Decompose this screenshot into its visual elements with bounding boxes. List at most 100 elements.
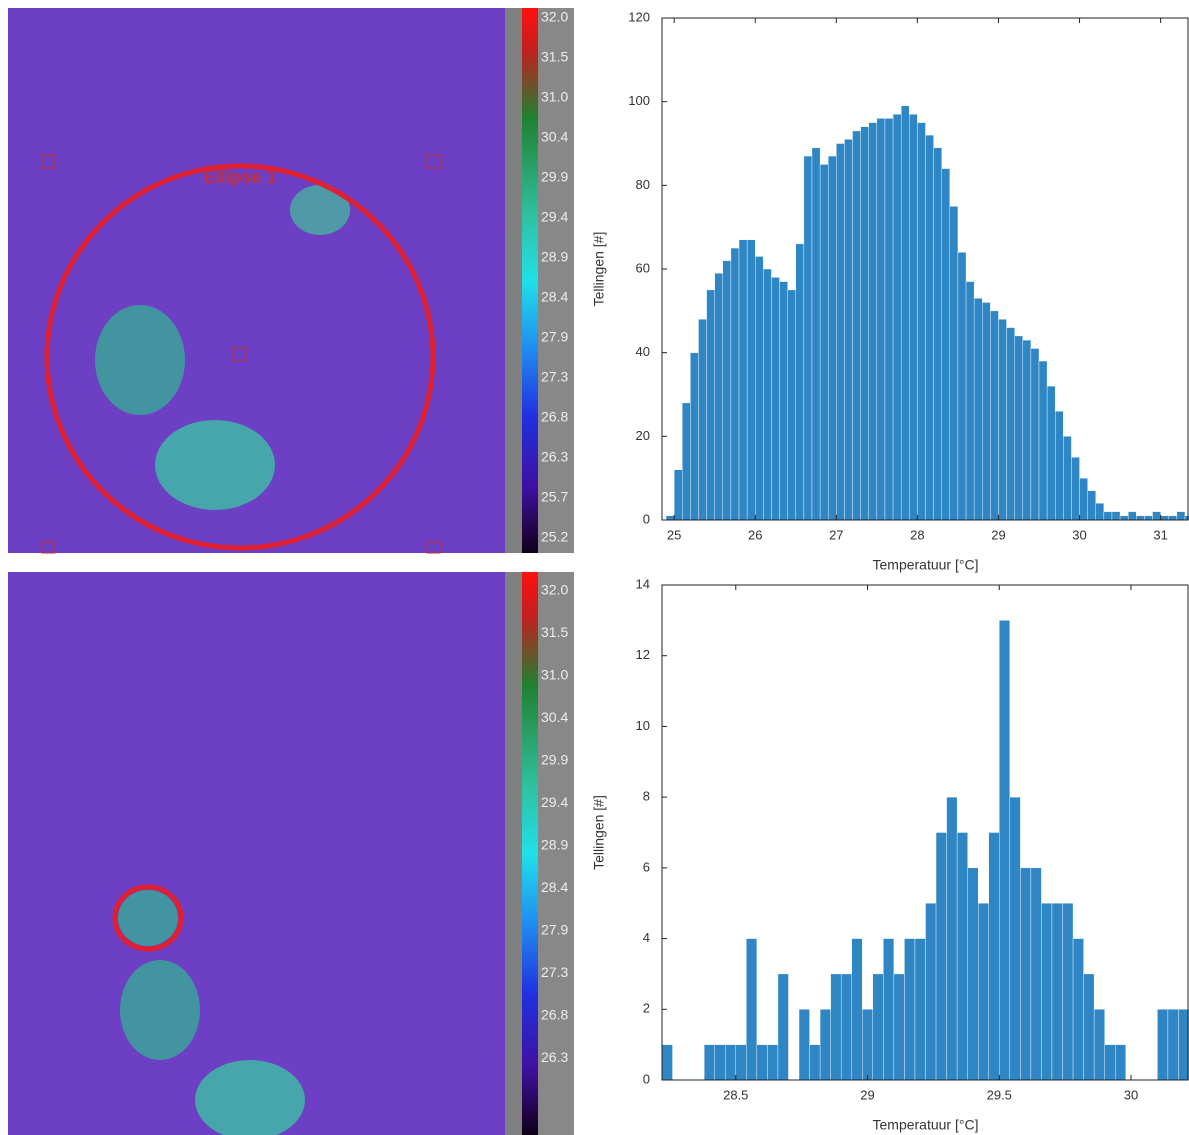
bar — [756, 1044, 768, 1080]
bar — [1038, 360, 1048, 520]
colorbar-labels: 32.0 31.5 31.0 30.4 29.9 29.4 28.9 28.4 27.9 27.3… — [541, 9, 568, 545]
roi-label: Ellipse 1 — [203, 167, 276, 187]
colorbar-tick-label: 32.0 — [541, 9, 568, 25]
leaf — [95, 305, 185, 415]
y-tick-label: 60 — [636, 260, 650, 275]
bar — [1168, 515, 1178, 520]
bar — [662, 1044, 673, 1080]
y-tick-label: 100 — [628, 93, 650, 108]
bar — [917, 122, 926, 520]
bar — [860, 126, 869, 520]
bar — [714, 272, 724, 520]
y-tick-label: 80 — [636, 177, 650, 192]
colorbar-label-area — [538, 8, 574, 553]
bar — [746, 938, 758, 1080]
colorbar-tick-label: 30.4 — [541, 129, 568, 145]
colorbar-frame — [505, 572, 522, 1135]
bar — [811, 147, 821, 520]
x-tick-label: 28 — [910, 527, 924, 542]
y-tick-label: 4 — [643, 930, 650, 945]
bar — [1119, 515, 1129, 520]
bar — [738, 239, 748, 520]
bar — [998, 319, 1007, 520]
bar — [1009, 796, 1021, 1080]
bar — [1079, 477, 1088, 520]
x-tick-label: 28.5 — [723, 1087, 748, 1102]
x-tick-label: 29 — [860, 1087, 874, 1102]
plot-area — [662, 620, 1189, 1080]
bar — [1014, 335, 1023, 520]
x-axis-label: Temperatuur [°C] — [873, 1117, 979, 1133]
colorbar-tick-label: 26.8 — [541, 409, 568, 425]
bar — [698, 319, 707, 520]
y-tick-label: 14 — [636, 576, 650, 591]
bar — [690, 352, 699, 520]
bar — [1093, 1009, 1105, 1080]
histogram-chart: 25 26 27 28 29 30 31 0 20 40 60 80 100 120 Temperatuur… — [591, 9, 1189, 573]
bar — [957, 252, 967, 520]
colorbar-tick-label: 28.9 — [541, 837, 568, 853]
bar — [990, 310, 999, 520]
bar — [900, 105, 910, 520]
roi-ellipse[interactable] — [112, 884, 184, 952]
colorbar-tick-label: 31.5 — [541, 49, 568, 65]
bar — [1022, 339, 1032, 520]
roi-handle — [426, 541, 441, 554]
histogram-chart: 28.5 29 29.5 30 0 2 4 6 8 10 12 14 Temperatuur [°C] T… — [591, 576, 1189, 1133]
bar — [1095, 503, 1105, 520]
y-tick-label: 0 — [643, 511, 650, 526]
bar — [1030, 348, 1040, 520]
colorbar-tick-label: 32.0 — [541, 582, 568, 598]
bar — [730, 247, 740, 520]
bar — [1006, 327, 1015, 520]
colorbar — [522, 572, 538, 1135]
colorbar-tick-label: 25.7 — [541, 489, 568, 505]
bar — [925, 903, 937, 1080]
bar — [892, 114, 902, 520]
bar — [771, 277, 780, 520]
bar — [1051, 903, 1063, 1080]
colorbar-tick-label: 28.4 — [541, 879, 568, 895]
bar — [978, 903, 989, 1080]
bar — [1072, 938, 1084, 1080]
bar — [819, 164, 829, 520]
bar — [999, 620, 1011, 1080]
bar — [852, 130, 861, 520]
bar — [706, 289, 715, 520]
bar — [893, 973, 905, 1080]
bar — [1046, 385, 1056, 520]
leaf — [195, 1060, 305, 1135]
bar — [779, 281, 788, 520]
y-tick-label: 12 — [636, 647, 650, 662]
colorbar-tick-label: 29.4 — [541, 209, 568, 225]
colorbar-tick-label: 30.4 — [541, 709, 568, 725]
x-tick-label: 30 — [1072, 527, 1086, 542]
roi-handle — [426, 154, 441, 169]
thermal-image-2: 32.0 31.5 31.0 30.4 29.9 29.4 28.9 28.4 27.9 27.3… — [8, 572, 574, 1135]
bar — [722, 260, 732, 520]
bar — [935, 832, 947, 1080]
leaf — [120, 960, 200, 1060]
bar — [909, 114, 918, 520]
bar — [876, 118, 886, 520]
colorbar-tick-label: 27.3 — [541, 964, 568, 980]
bar — [1087, 490, 1096, 520]
bar — [884, 118, 894, 520]
bar — [777, 973, 789, 1080]
bar — [830, 973, 842, 1080]
thermal-texture — [8, 572, 505, 1135]
colorbar-tick-label: 29.9 — [541, 752, 568, 768]
colorbar-tick-label: 26.3 — [541, 1049, 568, 1065]
y-tick-label: 6 — [643, 859, 650, 874]
y-tick-label: 120 — [628, 9, 650, 24]
roi-ellipse[interactable] — [44, 163, 436, 551]
bar — [798, 1009, 810, 1080]
bar — [819, 1009, 831, 1080]
bar — [809, 1044, 821, 1080]
bar — [665, 515, 675, 520]
y-tick-label: 2 — [643, 1001, 650, 1016]
leaf — [118, 890, 178, 946]
bar — [965, 281, 975, 520]
bar — [714, 1044, 726, 1080]
